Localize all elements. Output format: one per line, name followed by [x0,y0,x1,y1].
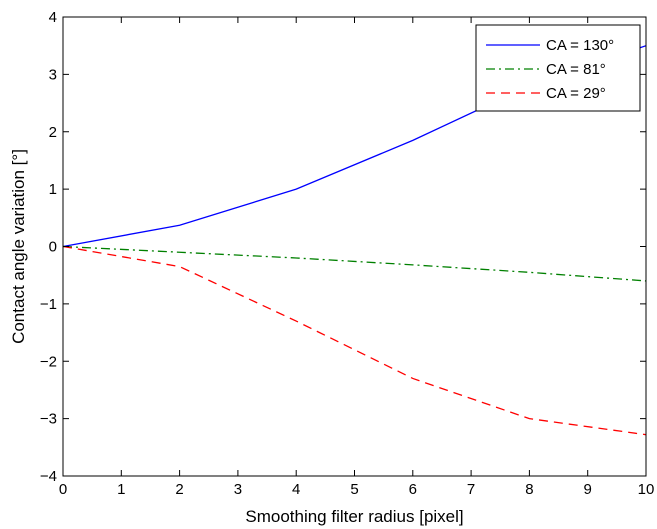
x-tick-label: 0 [59,481,67,498]
series-line-2 [63,245,646,282]
x-tick-label: 3 [234,481,242,498]
x-tick-label: 1 [117,481,125,498]
legend-label-1: CA = 130° [546,37,614,54]
x-axis-label: Smoothing filter radius [pixel] [245,507,463,526]
legend: CA = 130° CA = 81° CA = 29° [475,24,641,112]
y-tick-label: 1 [49,181,57,198]
tick-labels-layer: 0 1 2 3 4 5 6 7 8 9 10 −4 −3 −2 −1 0 1 2 3 4 [40,9,654,498]
y-axis-label: Contact angle variation [°] [9,149,28,344]
x-tick-label: 8 [525,481,533,498]
x-tick-label: 6 [409,481,417,498]
y-tick-label: 3 [49,66,57,83]
x-tick-label: 9 [584,481,592,498]
y-tick-label: −1 [40,296,57,313]
y-tick-label: −4 [40,468,57,485]
legend-label-2: CA = 81° [546,61,606,78]
x-tick-label: 10 [638,481,655,498]
legend-entries: CA = 130° CA = 81° CA = 29° [486,37,614,102]
x-tick-label: 4 [292,481,300,498]
x-tick-label: 5 [350,481,358,498]
y-tick-label: −2 [40,353,57,370]
legend-box [475,24,641,112]
y-tick-label: 2 [49,124,57,141]
y-tick-label: 0 [49,239,57,256]
ticks-layer [62,16,647,477]
x-tick-label: 7 [467,481,475,498]
x-tick-label: 2 [175,481,183,498]
y-tick-label: 4 [49,9,57,26]
legend-label-3: CA = 29° [546,85,606,102]
series-line-3 [63,245,646,436]
y-tick-label: −3 [40,411,57,428]
